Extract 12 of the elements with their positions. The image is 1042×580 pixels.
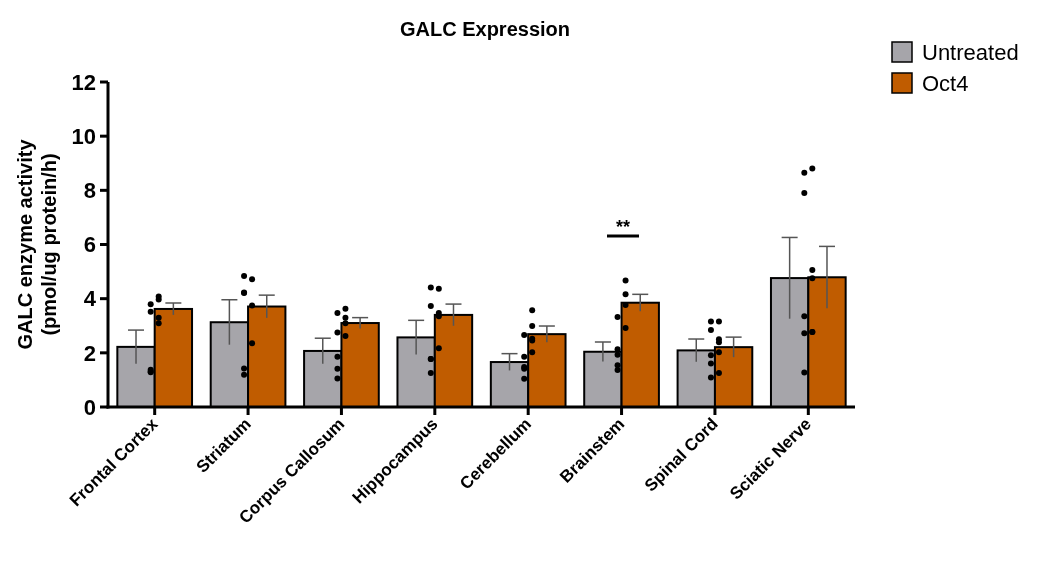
y-axis-title: GALC enzyme activity (pmol/ug protein/h)	[14, 138, 60, 350]
y-tick-label: 10	[71, 123, 96, 149]
legend-label: Untreated	[922, 39, 1019, 65]
y-tick-label: 6	[83, 232, 96, 258]
y-tick-label: 12	[71, 69, 96, 95]
y-tick-label: 4	[83, 286, 97, 312]
y-tick-label: 0	[83, 394, 96, 420]
annotation: **	[615, 217, 631, 237]
chart-title: GALC Expression	[399, 18, 571, 40]
y-tick-label: 8	[83, 178, 96, 204]
y-tick-label: 2	[83, 340, 96, 366]
legend-label: Oct4	[922, 70, 969, 96]
